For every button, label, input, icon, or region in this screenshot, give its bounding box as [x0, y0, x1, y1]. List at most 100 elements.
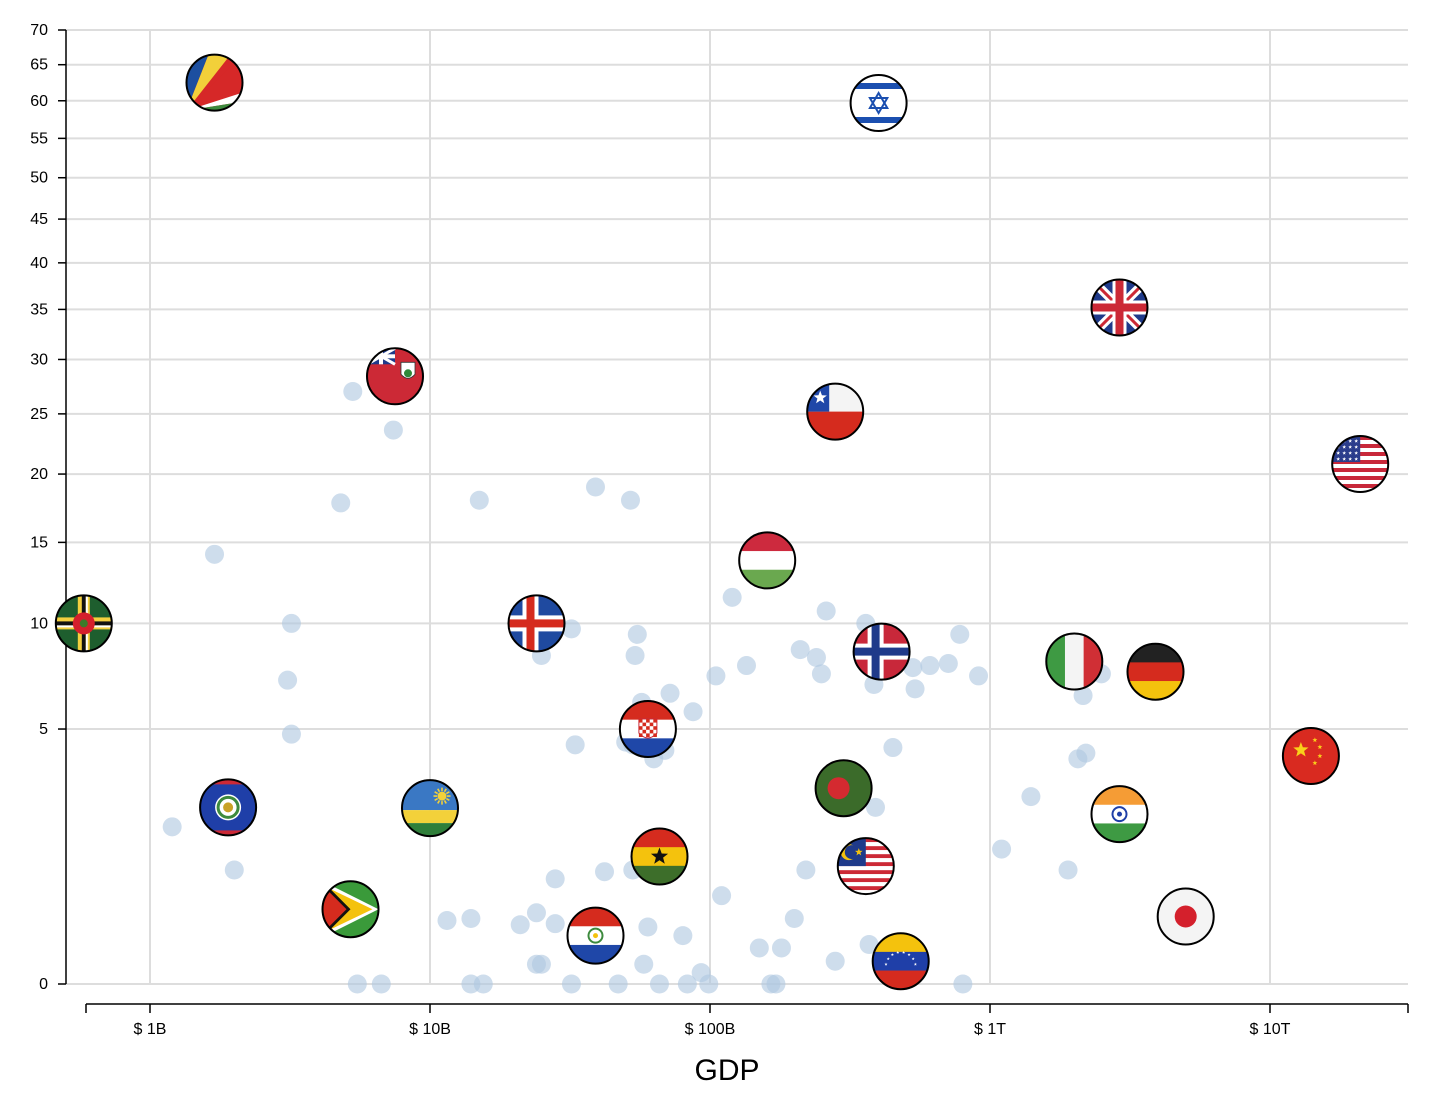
x-axis: $ 1B $ 10B $ 100B $ 1T $ 10T — [85, 1003, 1409, 1038]
data-point — [950, 624, 970, 644]
data-point — [1073, 686, 1093, 706]
y-tick-label: 10 — [30, 615, 48, 632]
data-point — [699, 974, 719, 994]
data-point — [627, 624, 647, 644]
y-tick-label: 55 — [30, 130, 48, 147]
data-point — [883, 738, 903, 758]
data-point — [796, 860, 816, 880]
flag-outline — [1331, 435, 1390, 493]
data-point — [816, 601, 836, 621]
y-tick-label: 5 — [39, 721, 48, 738]
x-tick-label: $ 1B — [134, 1021, 167, 1038]
seychelles-flag-icon — [185, 53, 244, 112]
data-point — [510, 915, 530, 935]
china-flag-icon — [1281, 727, 1340, 785]
flag-outline — [54, 594, 113, 653]
hungary-flag-icon — [738, 531, 797, 590]
flag-outline — [1281, 727, 1340, 785]
y-tick-label: 25 — [30, 406, 48, 423]
data-point — [859, 935, 879, 955]
data-point — [1076, 743, 1096, 763]
flag-outline — [366, 347, 424, 406]
data-point — [722, 587, 742, 607]
chile-flag-icon — [806, 382, 865, 441]
data-point — [920, 656, 940, 676]
data-point — [595, 862, 615, 882]
flag-outline — [814, 759, 873, 818]
data-point — [437, 911, 457, 931]
venezuela-flag-icon — [871, 932, 930, 991]
paraguay-flag-icon — [566, 906, 625, 965]
data-point — [938, 654, 958, 674]
flag-outline — [185, 53, 244, 112]
flag-outline — [849, 74, 908, 132]
y-tick-label: 60 — [30, 93, 48, 110]
data-point — [585, 477, 605, 497]
flag-points — [54, 53, 1390, 991]
data-point — [683, 702, 703, 722]
data-point — [784, 908, 804, 928]
italy-flag-icon — [1045, 632, 1104, 691]
data-point — [865, 797, 885, 817]
flag-outline — [199, 778, 258, 837]
flag-outline — [871, 932, 930, 991]
flag-outline — [1045, 632, 1104, 691]
flag-outline — [1090, 278, 1149, 337]
bangladesh-flag-icon — [814, 759, 873, 818]
flag-outline — [738, 531, 797, 590]
data-point — [545, 914, 565, 934]
y-tick-label: 0 — [39, 976, 48, 993]
data-point — [953, 974, 973, 994]
flag-outline — [1156, 887, 1215, 946]
data-point — [620, 490, 640, 510]
y-tick-label: 70 — [30, 22, 48, 39]
data-point — [461, 908, 481, 928]
data-point — [526, 903, 546, 923]
data-point — [347, 974, 367, 994]
data-point — [806, 647, 826, 667]
norway-flag-icon — [852, 622, 911, 681]
iceland-flag-icon — [507, 594, 566, 653]
belize-flag-icon — [199, 778, 258, 837]
flag-outline — [852, 622, 911, 681]
y-tick-label: 35 — [30, 301, 48, 318]
flag-outline — [1090, 785, 1149, 844]
x-tick-label: $ 10T — [1250, 1021, 1291, 1038]
guyana-flag-icon — [321, 880, 380, 939]
data-point — [992, 839, 1012, 859]
ghana-flag-icon — [630, 827, 689, 886]
y-tick-label: 50 — [30, 170, 48, 187]
dominica-flag-icon — [54, 594, 113, 653]
bermuda-flag-icon — [366, 347, 424, 406]
gridlines — [66, 29, 1408, 985]
data-point — [473, 974, 493, 994]
data-point — [531, 954, 551, 974]
data-point — [1021, 787, 1041, 807]
data-point — [673, 926, 693, 946]
data-point — [736, 656, 756, 676]
data-point — [383, 420, 403, 440]
x-axis-title: GDP — [694, 1054, 759, 1087]
data-point — [771, 938, 791, 958]
data-point — [205, 544, 225, 564]
data-point — [677, 974, 697, 994]
data-point — [281, 613, 301, 633]
flag-outline — [1126, 642, 1185, 701]
data-point — [545, 869, 565, 889]
x-tick-label: $ 10B — [409, 1021, 451, 1038]
flag-outline — [321, 880, 380, 939]
y-tick-label: 20 — [30, 466, 48, 483]
data-point — [649, 974, 669, 994]
y-tick-label: 40 — [30, 255, 48, 272]
flag-outline — [507, 594, 566, 653]
data-point — [634, 954, 654, 974]
data-point — [625, 645, 645, 665]
malaysia-flag-icon — [836, 837, 895, 896]
data-point — [1058, 860, 1078, 880]
y-tick-label: 15 — [30, 534, 48, 551]
data-point — [224, 860, 244, 880]
flag-outline — [618, 700, 677, 758]
japan-flag-icon — [1156, 887, 1215, 946]
data-point — [905, 679, 925, 699]
data-point — [278, 670, 298, 690]
